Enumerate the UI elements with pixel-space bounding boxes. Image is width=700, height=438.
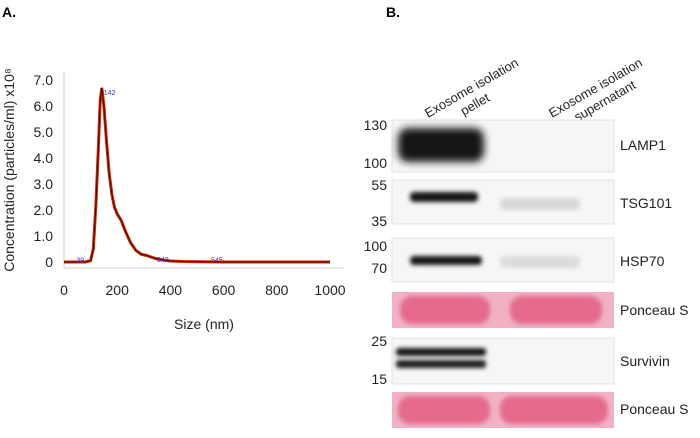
blot-ponceau-2: Ponceau S [392, 392, 689, 428]
blot-survivin: 25 15 Survivin [371, 333, 669, 387]
peak-label: 39 [76, 258, 84, 265]
label-ponceau-2: Ponceau S [620, 401, 689, 417]
ponceau-band-supernatant [500, 396, 608, 424]
mw-survivin-bottom: 15 [371, 371, 387, 387]
nta-size-distribution-chart: 0 1.0 2.0 3.0 4.0 5.0 6.0 7.0 0 200 400 600 800 1000… [1, 68, 346, 332]
label-lamp1: LAMP1 [620, 137, 666, 153]
x-tick-label: 400 [159, 282, 183, 298]
band-survivin-upper [396, 348, 486, 356]
y-tick-label: 5.0 [34, 124, 54, 140]
band-hsp70-pellet [410, 256, 482, 265]
ponceau-band-supernatant [510, 296, 602, 324]
y-tick-label: 0 [45, 254, 53, 270]
panel-b-label: B. [386, 4, 400, 20]
blot-tsg101: 55 35 TSG101 [371, 177, 672, 229]
mw-hsp70-top: 100 [364, 238, 388, 254]
band-survivin-lower [396, 360, 486, 368]
ponceau-band-pellet [398, 396, 490, 424]
series-line [64, 87, 330, 264]
series-line-core [64, 87, 330, 263]
panel-a-label: A. [2, 4, 16, 20]
band-lamp1-pellet [398, 128, 484, 162]
band-tsg101-supernatant [500, 198, 580, 210]
blot-ponceau-1: Ponceau S [392, 292, 689, 328]
label-hsp70: HSP70 [620, 253, 665, 269]
label-ponceau-1: Ponceau S [620, 302, 689, 318]
y-tick-label: 4.0 [34, 150, 54, 166]
band-tsg101-pellet [410, 192, 478, 202]
y-tick-label: 7.0 [34, 72, 54, 88]
x-tick-label: 1000 [314, 282, 345, 298]
y-tick-label: 3.0 [34, 176, 54, 192]
blot-lamp1: 130 100 LAMP1 [364, 117, 666, 173]
band-hsp70-supernatant [500, 256, 580, 268]
ponceau-band-pellet [400, 296, 490, 324]
x-tick-label: 200 [106, 282, 130, 298]
peak-label: 545 [211, 258, 223, 265]
mw-survivin-top: 25 [371, 333, 387, 349]
peak-label: 342 [157, 257, 169, 264]
blot-hsp70: 100 70 HSP70 [364, 237, 665, 283]
x-axis-label: Size (nm) [174, 316, 234, 332]
y-tick-label: 2.0 [34, 202, 54, 218]
mw-lamp1-bottom: 100 [364, 155, 388, 171]
mw-hsp70-bottom: 70 [371, 260, 387, 276]
mw-lamp1-top: 130 [364, 117, 388, 133]
mw-tsg101-bottom: 35 [371, 213, 387, 229]
x-tick-label: 0 [60, 282, 68, 298]
peak-label: 142 [104, 90, 116, 97]
y-axis-label: Concentration (particles/ml) x10⁸ [1, 68, 17, 272]
label-survivin: Survivin [620, 353, 670, 369]
y-tick-label: 6.0 [34, 98, 54, 114]
mw-tsg101-top: 55 [371, 177, 387, 193]
label-tsg101: TSG101 [620, 195, 672, 211]
x-tick-label: 600 [212, 282, 236, 298]
x-tick-label: 800 [265, 282, 289, 298]
y-tick-label: 1.0 [34, 228, 54, 244]
